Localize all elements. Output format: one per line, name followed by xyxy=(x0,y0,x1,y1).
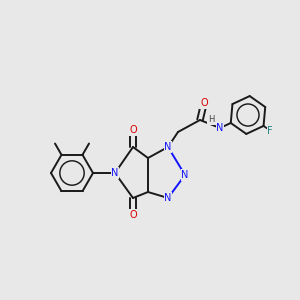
Text: F: F xyxy=(267,125,273,136)
Text: O: O xyxy=(129,210,137,220)
Text: H: H xyxy=(208,116,214,124)
Text: N: N xyxy=(164,142,172,152)
Text: O: O xyxy=(200,98,208,108)
Text: N: N xyxy=(216,123,224,133)
Text: N: N xyxy=(164,193,172,203)
Text: N: N xyxy=(181,170,189,180)
Text: N: N xyxy=(111,168,119,178)
Text: O: O xyxy=(129,125,137,135)
